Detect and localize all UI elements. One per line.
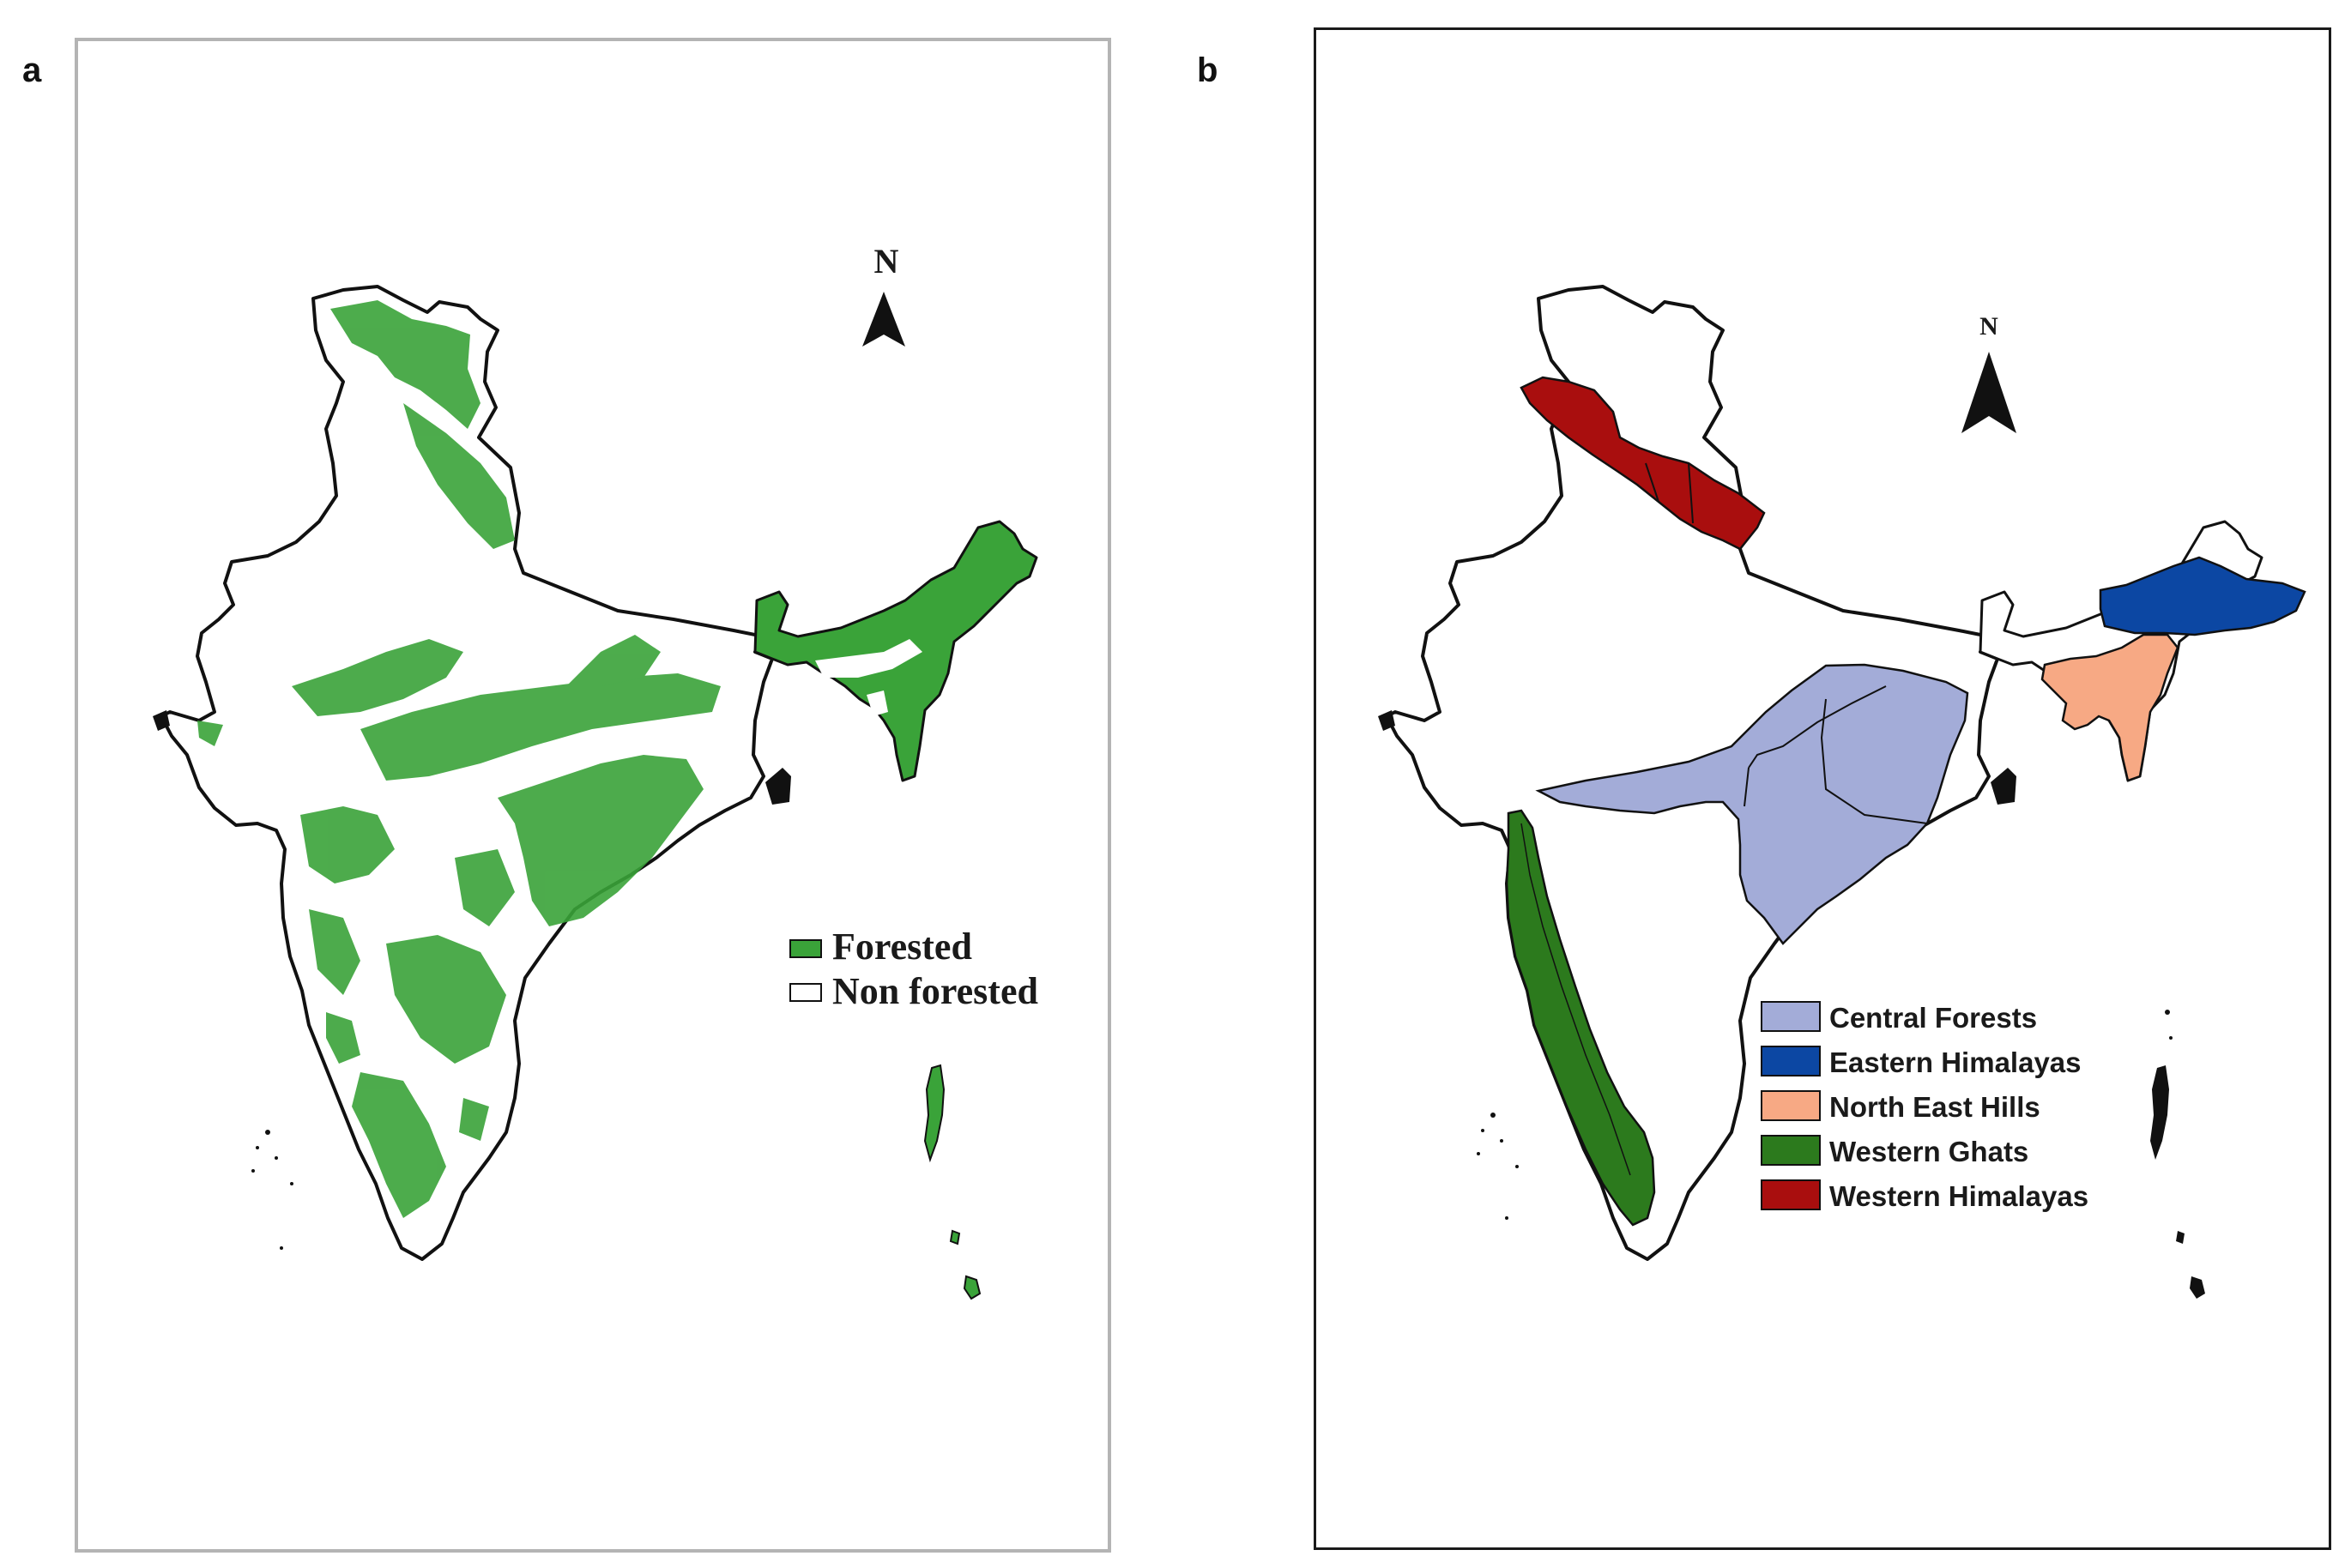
legend-a-swatch-nonforested <box>789 983 822 1002</box>
legend-b-swatch-northeast <box>1761 1090 1821 1121</box>
legend-b: Central Forests Eastern Himalayas North … <box>1761 1001 2088 1212</box>
legend-b-label-eastern: Eastern Himalayas <box>1829 1046 2082 1078</box>
india-map-regions <box>1378 285 2306 1299</box>
legend-a-swatch-forested <box>789 939 822 958</box>
legend-b-label-western-himalayas: Western Himalayas <box>1829 1180 2088 1212</box>
region-central-forests <box>1535 663 1969 945</box>
legend-a-label-forested: Forested <box>832 926 972 968</box>
region-western-himalayas <box>1520 376 1766 551</box>
legend-a: Forested Non forested <box>789 926 1038 1012</box>
north-arrow-icon-a <box>862 292 905 347</box>
legend-b-label-western-ghats: Western Ghats <box>1829 1136 2028 1167</box>
panel-b-frame <box>1314 27 2331 1550</box>
kutch-tip-b <box>1378 710 1395 731</box>
legend-a-label-nonforested: Non forested <box>832 970 1038 1012</box>
sundarbans-a <box>765 768 791 805</box>
north-label-a: N <box>874 242 899 280</box>
andaman-islands-b <box>2150 1010 2205 1299</box>
ne-clearings <box>815 639 922 716</box>
legend-b-swatch-eastern <box>1761 1046 1821 1076</box>
sundarbans-b <box>1991 768 2016 805</box>
north-label-b: N <box>1979 312 1998 341</box>
region-western-ghats <box>1505 809 1656 1227</box>
lakshadweep-a <box>251 1130 293 1250</box>
legend-b-swatch-western-ghats <box>1761 1135 1821 1166</box>
panel-b-letter: b <box>1197 51 1218 89</box>
kutch-tip-a <box>153 710 170 731</box>
panel-a-frame <box>75 38 1111 1553</box>
north-arrow-icon-b <box>1961 352 2016 433</box>
andaman-islands-a <box>923 1064 982 1300</box>
region-north-east-hills <box>2040 633 2179 782</box>
lakshadweep-b <box>1477 1113 1519 1220</box>
panel-a-letter: a <box>22 51 42 89</box>
legend-b-swatch-western-himalayas <box>1761 1179 1821 1210</box>
legend-b-swatch-central <box>1761 1001 1821 1032</box>
india-map-forest-cover: N Forested Non forested <box>153 242 1038 1300</box>
legend-b-label-central: Central Forests <box>1829 1002 2037 1034</box>
forest-patches <box>197 300 721 1218</box>
region-eastern-himalayas <box>2099 556 2306 636</box>
legend-b-label-northeast: North East Hills <box>1829 1091 2040 1123</box>
